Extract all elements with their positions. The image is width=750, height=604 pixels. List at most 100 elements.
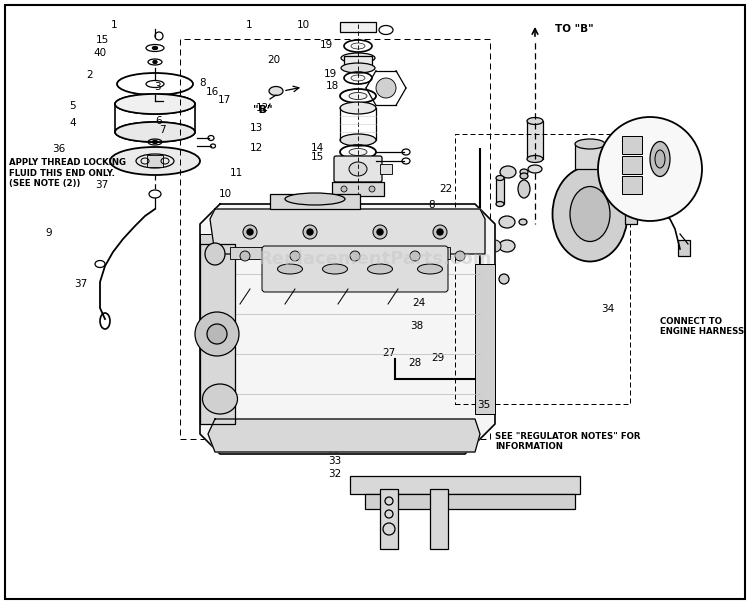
Text: 13: 13 xyxy=(250,123,263,133)
Ellipse shape xyxy=(499,240,515,252)
Text: 26: 26 xyxy=(433,273,446,283)
Bar xyxy=(350,247,390,259)
FancyBboxPatch shape xyxy=(334,156,382,182)
Ellipse shape xyxy=(527,118,543,124)
Ellipse shape xyxy=(520,173,528,179)
Bar xyxy=(410,247,450,259)
Text: 40: 40 xyxy=(93,48,106,58)
Text: 28: 28 xyxy=(408,358,422,368)
Text: 15: 15 xyxy=(310,152,324,162)
Text: 15: 15 xyxy=(96,35,109,45)
Text: 36: 36 xyxy=(53,144,66,153)
Ellipse shape xyxy=(110,147,200,175)
Text: 10: 10 xyxy=(296,21,310,30)
Ellipse shape xyxy=(285,193,345,205)
FancyBboxPatch shape xyxy=(350,476,580,494)
Ellipse shape xyxy=(322,264,347,274)
Text: 18: 18 xyxy=(326,81,339,91)
Circle shape xyxy=(369,186,375,192)
Bar xyxy=(380,164,392,174)
Bar xyxy=(625,204,637,224)
Ellipse shape xyxy=(519,219,527,225)
Bar xyxy=(344,56,372,68)
Circle shape xyxy=(437,229,443,235)
Circle shape xyxy=(307,229,313,235)
Text: "B": "B" xyxy=(254,105,273,115)
Bar xyxy=(200,234,230,394)
Bar xyxy=(200,244,235,424)
Text: 1: 1 xyxy=(111,21,117,30)
Ellipse shape xyxy=(205,243,225,265)
Ellipse shape xyxy=(152,47,157,50)
Bar xyxy=(270,194,360,209)
Ellipse shape xyxy=(115,122,195,142)
Text: 2: 2 xyxy=(86,71,92,80)
Text: 34: 34 xyxy=(601,304,614,314)
Circle shape xyxy=(483,279,493,289)
Text: 12: 12 xyxy=(250,143,263,153)
Text: 38: 38 xyxy=(410,321,424,331)
Bar xyxy=(340,22,376,32)
Circle shape xyxy=(303,225,317,239)
Ellipse shape xyxy=(570,187,610,242)
Ellipse shape xyxy=(269,86,283,95)
Polygon shape xyxy=(200,204,495,454)
Text: 1: 1 xyxy=(246,21,252,30)
Ellipse shape xyxy=(575,139,605,149)
Ellipse shape xyxy=(496,176,504,181)
Text: 20: 20 xyxy=(267,56,280,65)
Circle shape xyxy=(410,251,420,261)
Ellipse shape xyxy=(528,165,542,173)
Text: 19: 19 xyxy=(320,40,333,50)
Polygon shape xyxy=(208,419,480,452)
Text: 24: 24 xyxy=(411,262,424,272)
Circle shape xyxy=(373,225,387,239)
Text: 32: 32 xyxy=(328,469,342,478)
Circle shape xyxy=(598,117,702,221)
Text: 39: 39 xyxy=(327,445,340,455)
Ellipse shape xyxy=(349,149,367,155)
Text: CONNECT TO
ENGINE HARNESS: CONNECT TO ENGINE HARNESS xyxy=(660,317,744,336)
Ellipse shape xyxy=(518,180,530,198)
Circle shape xyxy=(433,225,447,239)
Text: 16: 16 xyxy=(206,87,219,97)
Circle shape xyxy=(376,78,396,98)
Circle shape xyxy=(377,229,383,235)
Bar xyxy=(230,247,270,259)
Text: TO "B": TO "B" xyxy=(555,24,594,34)
Text: 9: 9 xyxy=(46,228,52,237)
Text: SEE "REGULATOR NOTES" FOR
INFORMATION: SEE "REGULATOR NOTES" FOR INFORMATION xyxy=(495,432,640,451)
FancyBboxPatch shape xyxy=(332,182,384,196)
Bar xyxy=(475,264,495,414)
Bar xyxy=(147,155,163,167)
Text: 4: 4 xyxy=(70,118,76,128)
Bar xyxy=(678,240,690,256)
Ellipse shape xyxy=(278,264,302,274)
Polygon shape xyxy=(210,209,485,254)
Ellipse shape xyxy=(340,102,376,114)
Bar xyxy=(622,156,642,174)
Text: 27: 27 xyxy=(382,348,396,358)
Bar xyxy=(380,489,398,549)
Text: 10: 10 xyxy=(219,190,232,199)
Text: 6: 6 xyxy=(156,116,162,126)
Bar xyxy=(575,144,605,169)
Circle shape xyxy=(240,251,250,261)
Text: 7: 7 xyxy=(159,126,165,135)
Text: 17: 17 xyxy=(217,95,231,104)
Ellipse shape xyxy=(650,141,670,176)
Ellipse shape xyxy=(527,155,543,162)
Circle shape xyxy=(290,251,300,261)
Text: 29: 29 xyxy=(431,353,445,362)
Text: 5: 5 xyxy=(70,101,76,111)
FancyBboxPatch shape xyxy=(262,246,448,292)
Ellipse shape xyxy=(341,53,375,63)
Text: 19: 19 xyxy=(323,69,337,79)
Ellipse shape xyxy=(368,264,392,274)
Bar xyxy=(622,176,642,194)
Text: 24: 24 xyxy=(412,298,425,308)
Circle shape xyxy=(455,251,465,261)
Circle shape xyxy=(350,251,360,261)
Ellipse shape xyxy=(496,202,504,207)
Ellipse shape xyxy=(500,166,516,178)
